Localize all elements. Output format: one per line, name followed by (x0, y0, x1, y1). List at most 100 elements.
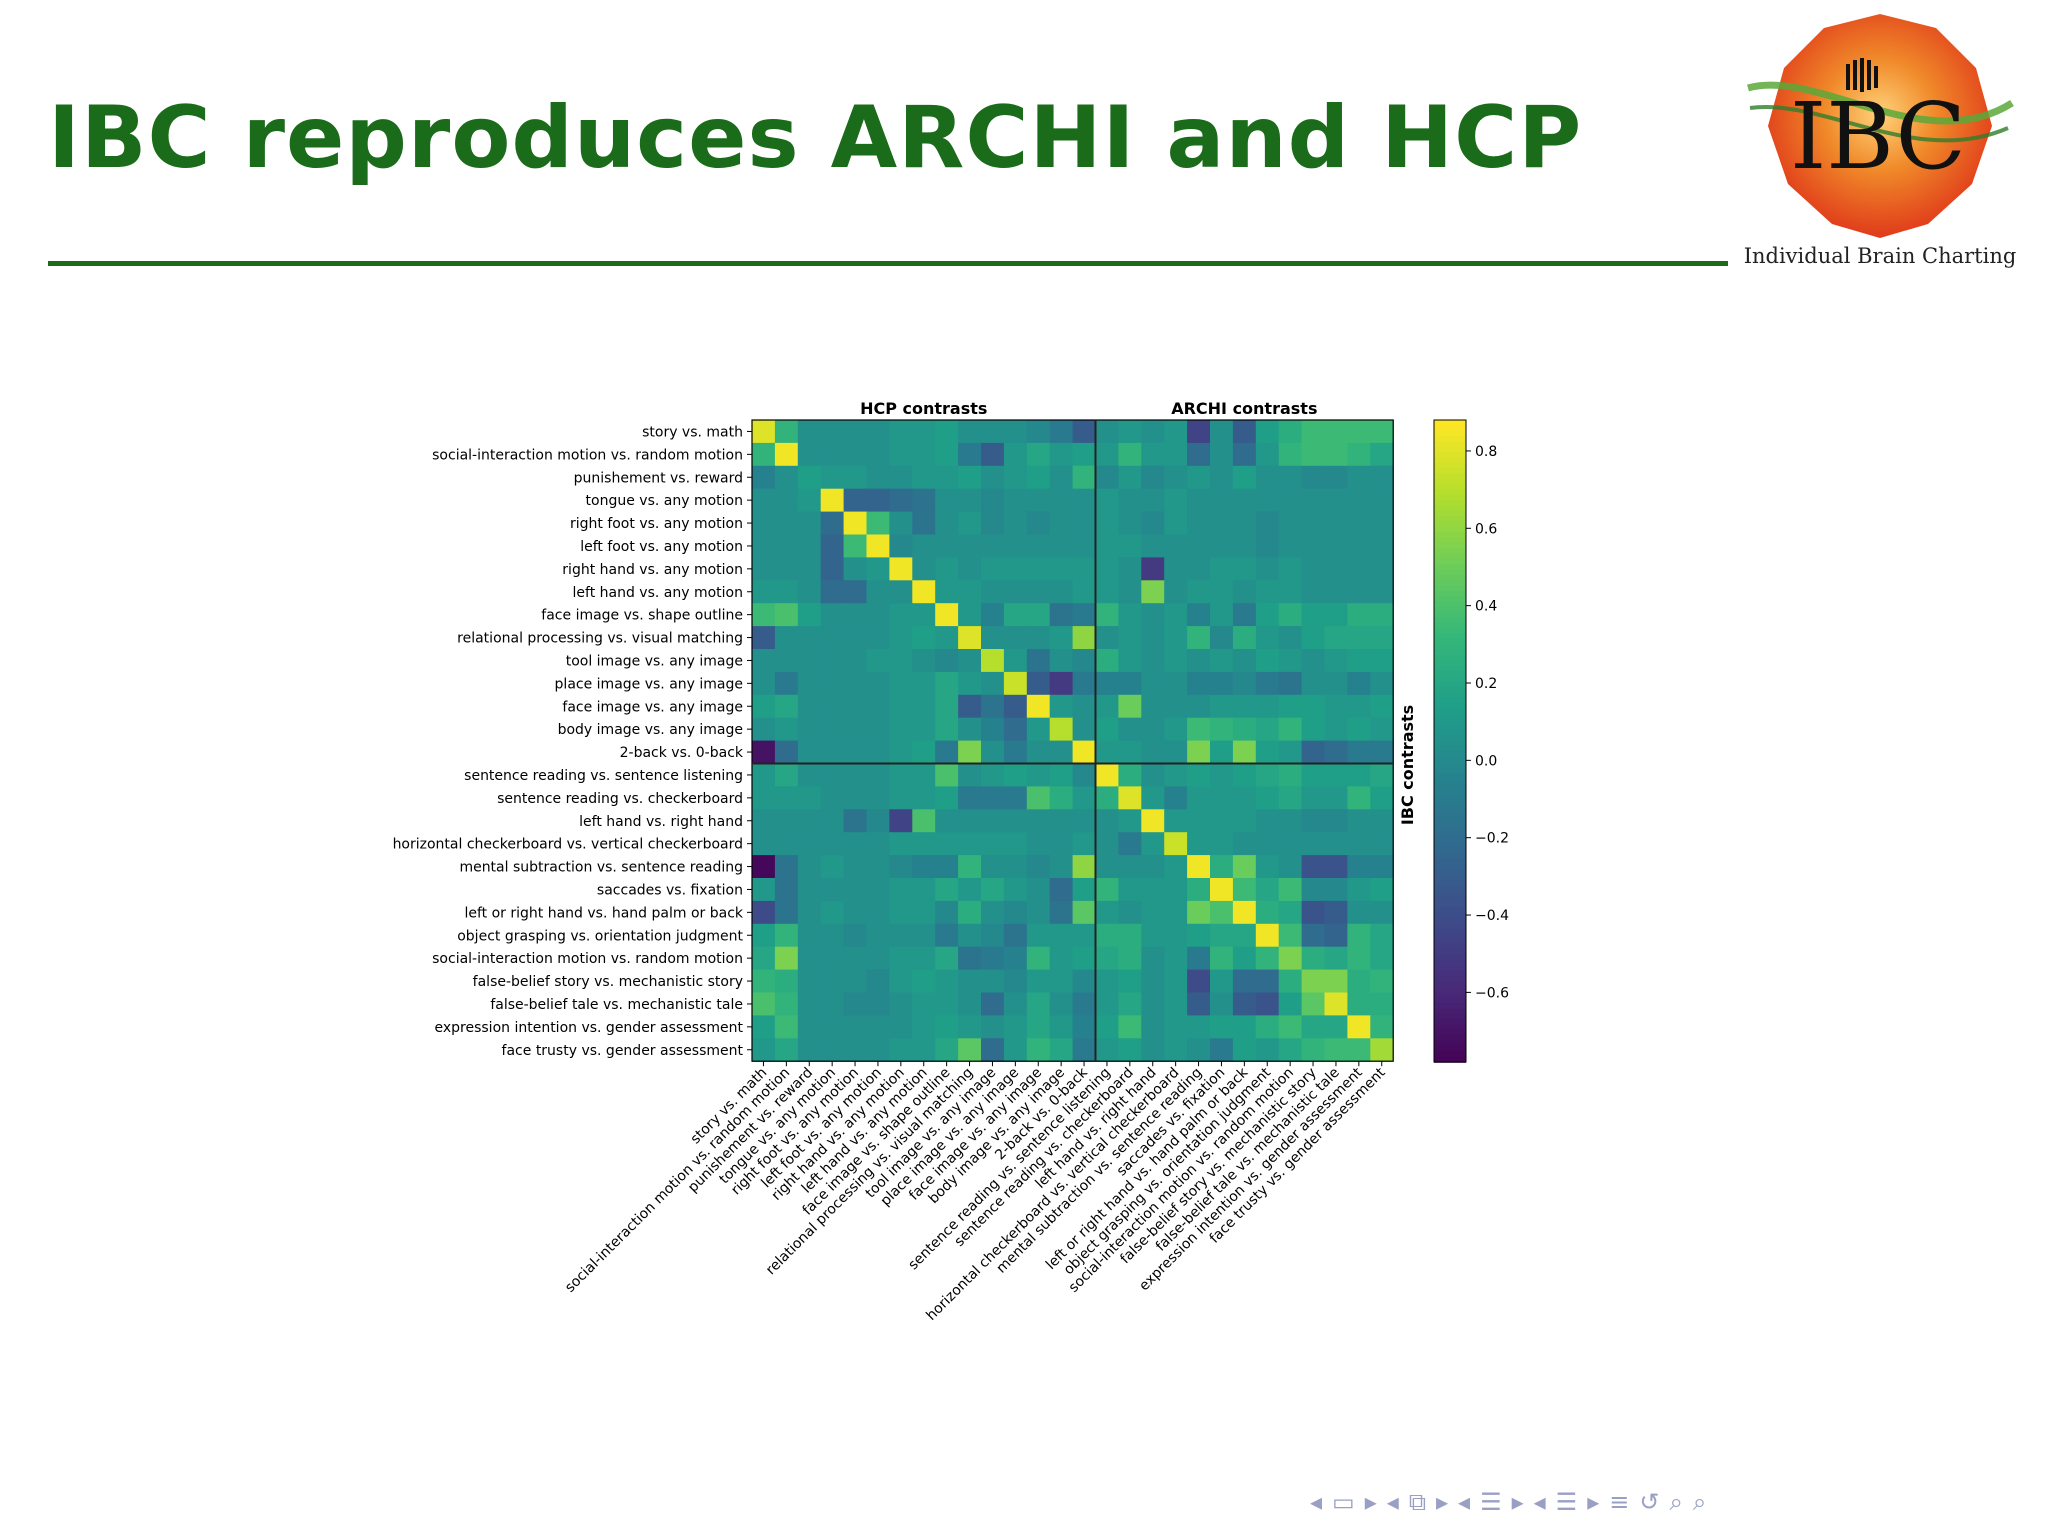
colorbar-segment (1434, 987, 1466, 994)
heatmap-cell (1003, 832, 1028, 856)
heatmap-cell (752, 878, 776, 902)
heatmap-cell (1324, 763, 1348, 787)
heatmap-cell (1118, 557, 1142, 581)
heatmap-cell (752, 832, 776, 856)
heatmap-cell (866, 557, 890, 581)
heatmap-cell (1324, 900, 1348, 925)
heatmap-cell (1232, 420, 1257, 444)
triangle-left-icon[interactable]: ◂ (1310, 1488, 1325, 1516)
heatmap-cell (1003, 1015, 1028, 1039)
heatmap-cell (820, 992, 845, 1016)
heatmap-cell (774, 420, 799, 444)
heatmap-cell (820, 488, 845, 513)
undo-icon[interactable]: ↺ (1639, 1488, 1662, 1516)
colorbar-segment (1434, 478, 1466, 485)
heatmap-cell (1370, 511, 1394, 536)
heatmap-cell (820, 1015, 845, 1039)
row-label: saccades vs. fixation (597, 882, 743, 898)
heatmap-cell (866, 442, 890, 467)
heatmap-cell (1255, 740, 1280, 765)
colorbar-segment (1434, 971, 1466, 978)
triangle-right-icon[interactable]: ▸ (1364, 1488, 1379, 1516)
heatmap-cell (797, 740, 822, 765)
colorbar-segment (1434, 944, 1466, 951)
heatmap-cell (1255, 420, 1280, 444)
heatmap-cell (797, 763, 822, 787)
heatmap-cell (1118, 740, 1142, 765)
heatmap-cell (797, 923, 822, 948)
triangle-right-icon[interactable]: ▸ (1435, 1488, 1451, 1516)
row-label: face image vs. shape outline (541, 608, 743, 624)
heatmap-cell (1049, 878, 1074, 902)
heatmap-cell (1118, 786, 1142, 810)
heatmap-cell (752, 717, 776, 742)
heatmap-cell (1347, 878, 1371, 902)
search-icon[interactable]: ⌕ (1669, 1488, 1685, 1516)
colorbar-segment (1434, 468, 1466, 475)
heatmap-cell (774, 465, 799, 490)
align-icon[interactable]: ≡ (1609, 1488, 1632, 1516)
heatmap-cell (1026, 557, 1051, 581)
heatmap-cell (1003, 580, 1028, 604)
triangle-right-icon[interactable]: ▸ (1587, 1488, 1602, 1516)
heatmap-cell (912, 420, 936, 444)
heatmap-cell (1026, 878, 1051, 902)
heatmap-cell (1118, 1015, 1142, 1039)
heatmap-cell (1324, 488, 1348, 513)
heatmap-cell (1210, 763, 1234, 787)
heatmap-cell (1347, 534, 1371, 558)
heatmap-cell (981, 603, 1005, 627)
heatmap-cell (1187, 946, 1211, 971)
heatmap-cell (1278, 603, 1303, 627)
heatmap-cell (1187, 465, 1211, 490)
subsection-icon[interactable]: ⧉ (1408, 1488, 1428, 1516)
heatmap-cell (958, 1015, 982, 1039)
colorbar-segment (1434, 628, 1466, 635)
triangle-left-icon[interactable]: ◂ (1386, 1488, 1401, 1516)
heatmap-cell (752, 1015, 776, 1039)
group-label-archi: ARCHI contrasts (1171, 399, 1317, 418)
colorbar-tick-label: 0.8 (1475, 444, 1497, 460)
heatmap-cell (1324, 626, 1348, 650)
heatmap-cell (889, 1038, 913, 1062)
colorbar-segment (1434, 848, 1466, 855)
heatmap-cell (1187, 557, 1211, 581)
colorbar-segment (1434, 842, 1466, 849)
heatmap-cell (1324, 786, 1348, 810)
heatmap-cell (1347, 740, 1371, 765)
heatmap-cell (1049, 1038, 1074, 1062)
heatmap-cell (1072, 900, 1097, 925)
heatmap-cell (1324, 923, 1348, 948)
frame-icon[interactable]: ▭ (1332, 1488, 1357, 1516)
heatmap-cell (1370, 580, 1394, 604)
heatmap-cell (1324, 580, 1348, 604)
heatmap-cell (1370, 809, 1394, 833)
triangle-left-icon[interactable]: ◂ (1458, 1488, 1473, 1516)
heatmap-cell (981, 855, 1005, 879)
slide-list-icon[interactable]: ☰ (1555, 1488, 1580, 1516)
heatmap-cell (1049, 649, 1074, 673)
heatmap-cell (752, 580, 776, 604)
heatmap-cell (1301, 694, 1326, 719)
triangle-right-icon[interactable]: ▸ (1511, 1488, 1526, 1516)
heatmap-cell (866, 1015, 890, 1039)
heatmap-cell (1164, 717, 1188, 742)
zoom-icon[interactable]: ⌕ (1692, 1488, 1709, 1516)
heatmap-cell (1072, 649, 1097, 673)
heatmap-cell (1049, 534, 1074, 558)
heatmap-cell (866, 420, 890, 444)
section-icon[interactable]: ☰ (1480, 1488, 1504, 1516)
heatmap-cell (1026, 763, 1051, 787)
heatmap-cell (1095, 786, 1119, 810)
colorbar-segment (1434, 890, 1466, 897)
heatmap-cell (958, 992, 982, 1016)
heatmap-cell (1324, 442, 1348, 467)
colorbar-tick-label: 0.6 (1475, 521, 1497, 537)
colorbar-segment (1434, 655, 1466, 662)
heatmap-cell (1370, 832, 1394, 856)
heatmap-cell (752, 694, 776, 719)
heatmap-cell (935, 603, 959, 627)
heatmap-cell (1324, 465, 1348, 490)
triangle-left-icon[interactable]: ◂ (1533, 1488, 1548, 1516)
heatmap-cell (820, 786, 845, 810)
